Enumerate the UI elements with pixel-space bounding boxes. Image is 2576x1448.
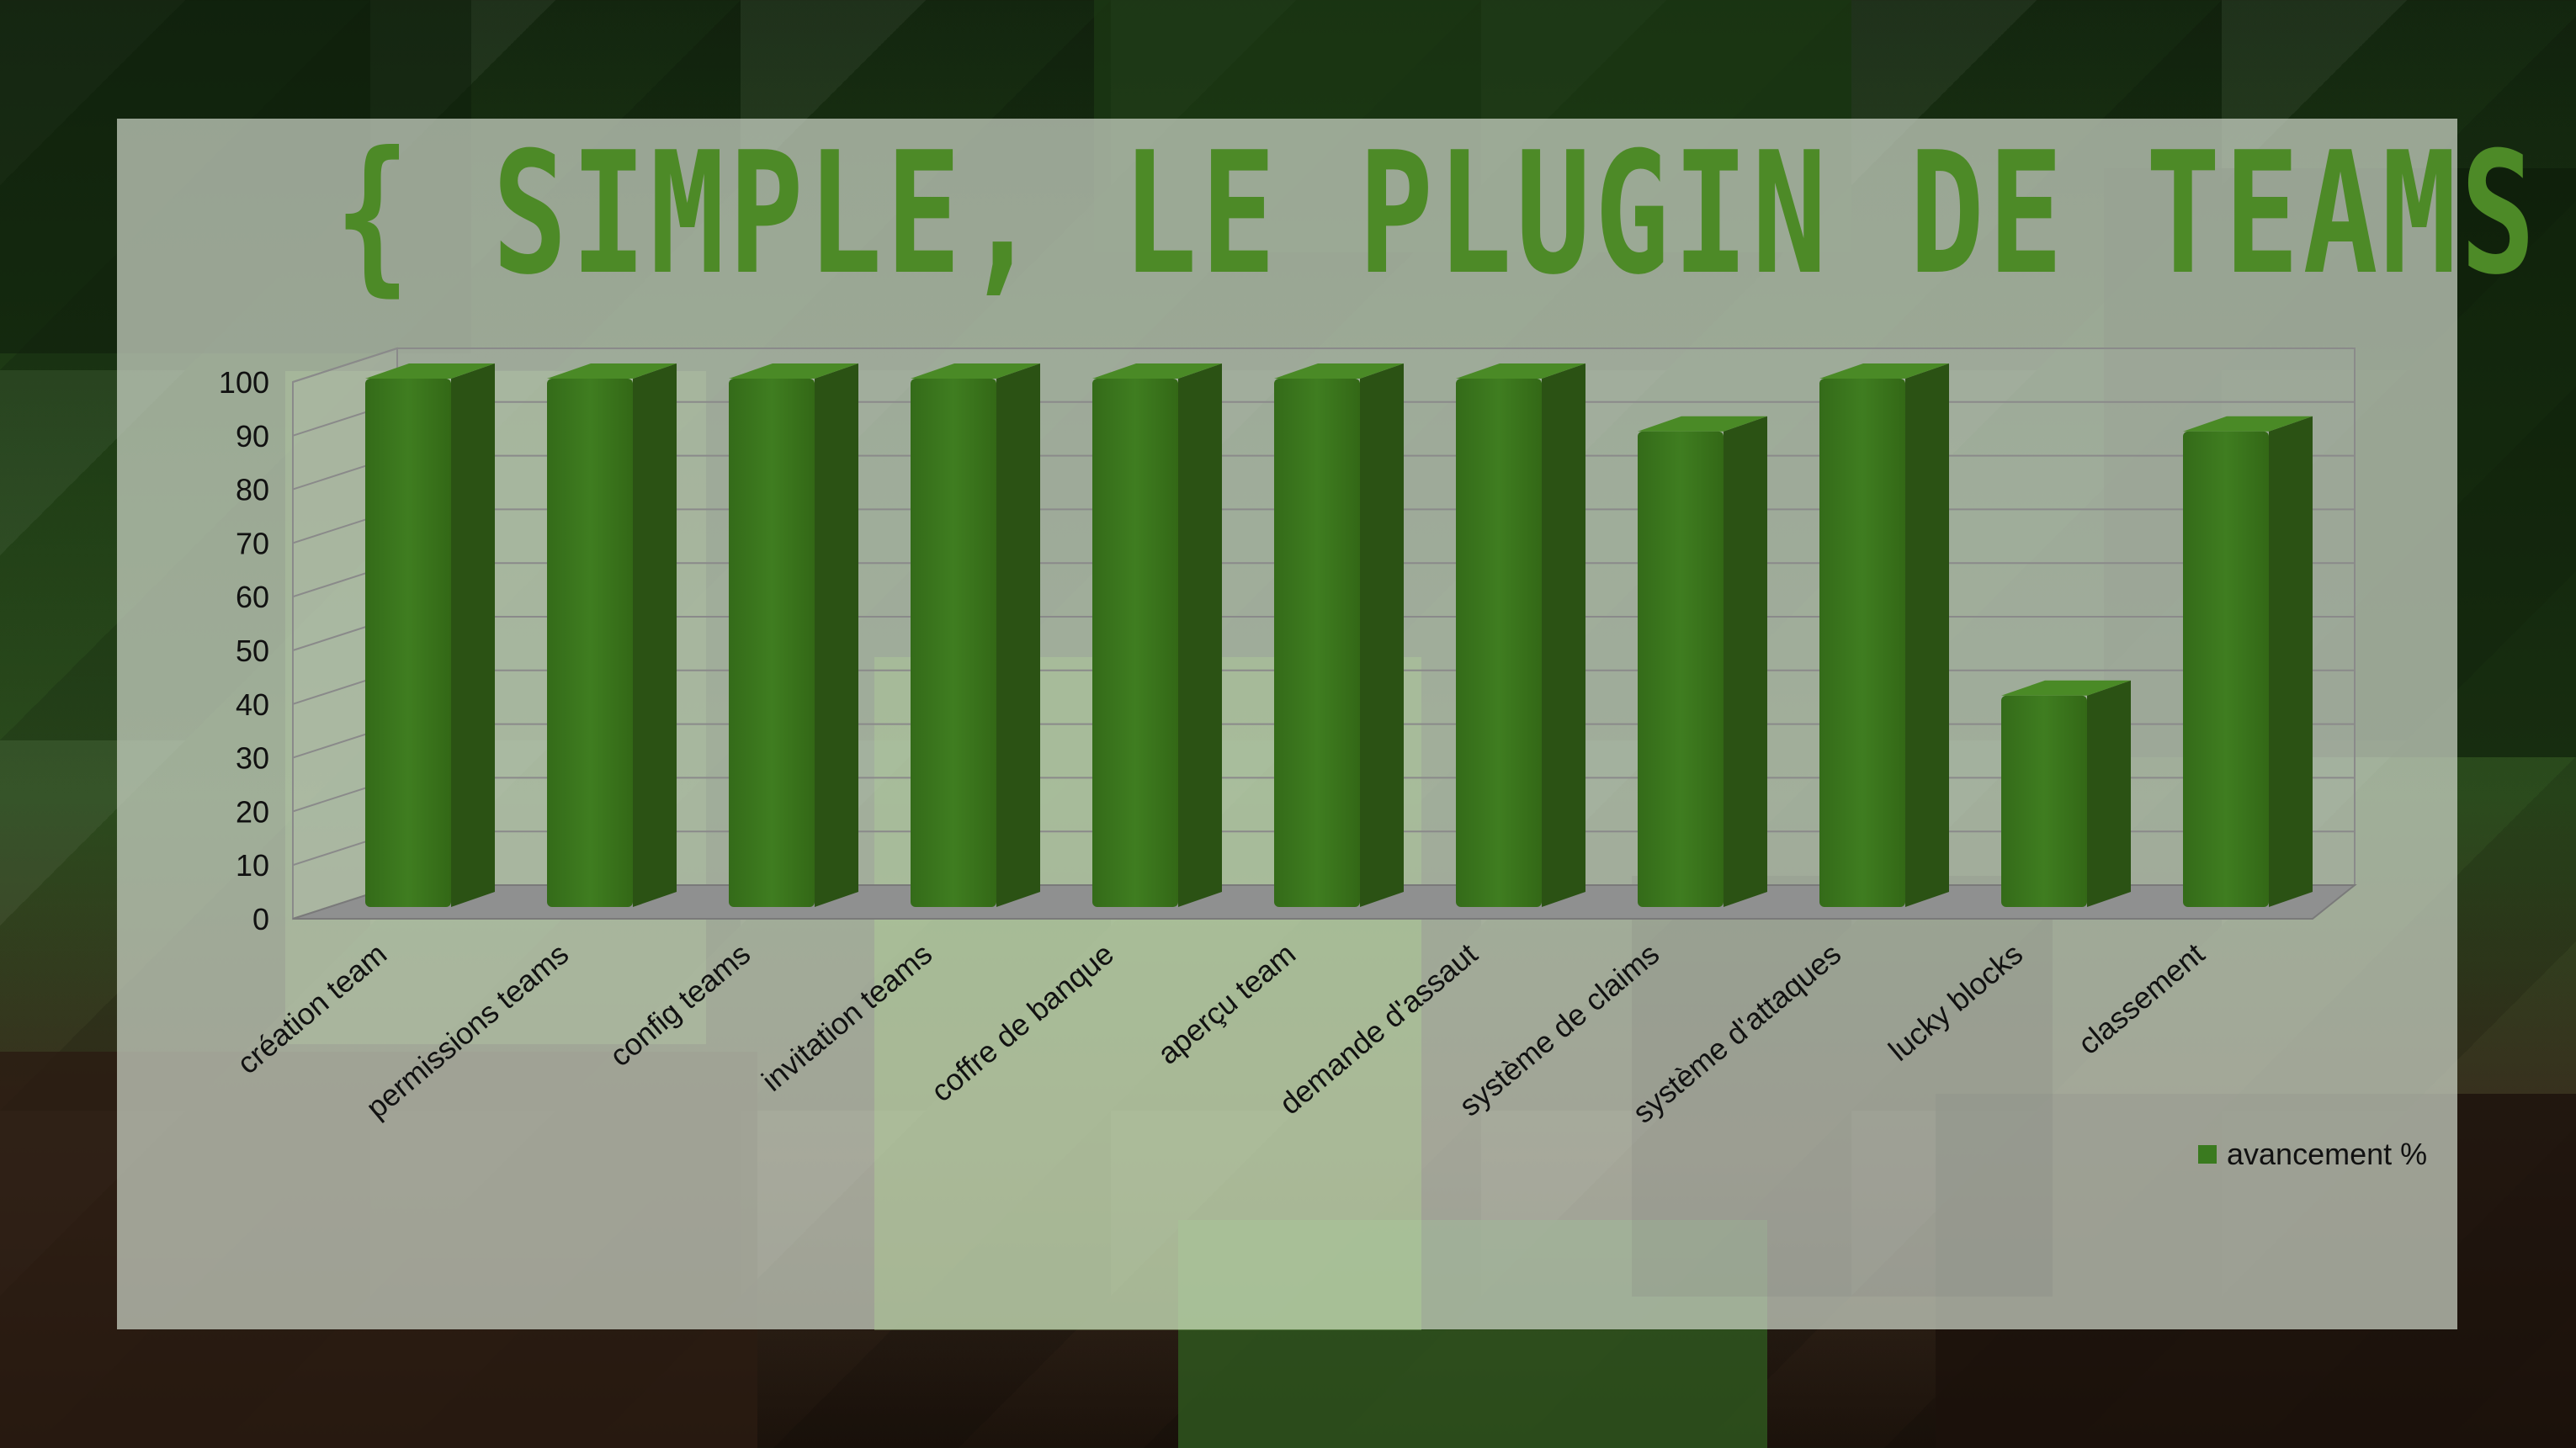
bar xyxy=(911,363,1040,907)
bar-side xyxy=(1542,363,1585,907)
bar xyxy=(1092,363,1222,907)
bar-top xyxy=(1819,363,1949,379)
bar-front xyxy=(1819,379,1905,907)
bar-front xyxy=(2001,695,2087,907)
bar-side xyxy=(996,363,1040,907)
bar-top xyxy=(2183,416,2313,432)
x-tick-label: création team xyxy=(231,936,393,1081)
bar-top xyxy=(1456,363,1585,379)
x-tick-label: permissions teams xyxy=(359,936,575,1125)
bar-side xyxy=(1178,363,1222,907)
bar-side xyxy=(451,363,495,907)
x-tick-label: demande d'assaut xyxy=(1272,936,1484,1122)
bar-front xyxy=(365,379,451,907)
chart-title: { SIMPLE, LE PLUGIN DE TEAMS } xyxy=(334,116,2576,312)
bar-front xyxy=(1274,379,1360,907)
bar-side xyxy=(815,363,858,907)
bar-top xyxy=(1638,416,1767,432)
bar-side xyxy=(1724,416,1767,907)
y-tick-label: 100 xyxy=(219,365,269,400)
x-tick-label: aperçu team xyxy=(1150,936,1302,1071)
y-tick-label: 10 xyxy=(236,848,269,883)
y-axis-ticks: 0 10 20 30 40 50 60 70 80 90 100 xyxy=(219,365,269,936)
y-tick-label: 0 xyxy=(252,902,269,936)
bar-side xyxy=(1360,363,1404,907)
y-tick-label: 30 xyxy=(236,741,269,776)
bar-top xyxy=(365,363,495,379)
y-tick-label: 90 xyxy=(236,419,269,453)
bar xyxy=(1456,363,1585,907)
bar-side xyxy=(2269,416,2313,907)
x-tick-label: classement xyxy=(2071,936,2211,1061)
bar-top xyxy=(1274,363,1404,379)
gridline-side xyxy=(292,347,398,383)
bar-top xyxy=(729,363,858,379)
legend: avancement % xyxy=(2198,1137,2428,1171)
bar xyxy=(365,363,495,907)
legend-label: avancement % xyxy=(2227,1137,2428,1171)
bar-side xyxy=(2087,680,2131,907)
bar-top xyxy=(1092,363,1222,379)
y-tick-label: 80 xyxy=(236,473,269,507)
bar xyxy=(1274,363,1404,907)
bar-front xyxy=(729,379,815,907)
bar-side xyxy=(1905,363,1949,907)
bar xyxy=(2001,680,2131,907)
x-tick-label: config teams xyxy=(603,936,757,1074)
x-tick-label: lucky blocks xyxy=(1882,936,2029,1068)
bar xyxy=(1638,416,1767,907)
bar-top xyxy=(911,363,1040,379)
bar-front xyxy=(911,379,996,907)
y-tick-label: 60 xyxy=(236,580,269,614)
legend-swatch xyxy=(2198,1145,2217,1164)
bar-front xyxy=(1456,379,1542,907)
bar xyxy=(729,363,858,907)
bar-layer xyxy=(365,363,2313,907)
bar-front xyxy=(2183,431,2269,907)
y-tick-label: 20 xyxy=(236,794,269,829)
bar-front xyxy=(547,379,633,907)
bar-top xyxy=(547,363,677,379)
y-tick-label: 50 xyxy=(236,634,269,668)
bar-top xyxy=(2001,680,2131,696)
y-tick-label: 70 xyxy=(236,526,269,560)
bar xyxy=(547,363,677,907)
bar-side xyxy=(633,363,677,907)
bar-front xyxy=(1092,379,1178,907)
panel-dark-block xyxy=(1632,876,2053,1297)
x-tick-label: coffre de banque xyxy=(924,936,1120,1109)
x-tick-label: système de claims xyxy=(1453,936,1665,1123)
x-tick-label: invitation teams xyxy=(755,936,938,1098)
bar-front xyxy=(1638,431,1724,907)
bar xyxy=(2183,416,2313,907)
bar xyxy=(1819,363,1949,907)
y-tick-label: 40 xyxy=(236,687,269,722)
